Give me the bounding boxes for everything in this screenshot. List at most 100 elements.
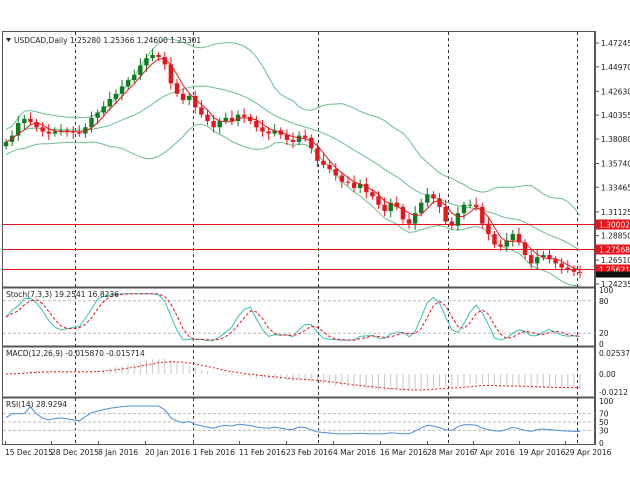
bull-candle	[113, 93, 119, 99]
bear-candle	[199, 107, 204, 115]
bull-candle	[83, 127, 88, 134]
rsi-line	[5, 405, 581, 435]
bull-candle	[455, 213, 461, 226]
price-tick-label: 1.38080	[601, 135, 630, 144]
stoch-axis-label: 80	[599, 297, 609, 306]
price-axis[interactable]: 1.47245 1.44970 1.42630 1.40355 1.38080 1.357…	[595, 31, 630, 445]
ma-line	[5, 58, 581, 271]
price-tick-label: 1.28850	[601, 232, 630, 241]
bear-candle	[162, 57, 167, 65]
price-tick-label: 1.42630	[601, 87, 630, 96]
candles	[3, 48, 583, 279]
bear-candle	[205, 114, 210, 121]
price-tick-label: 1.31125	[601, 208, 630, 217]
bear-candle	[480, 206, 485, 224]
bear-candle	[370, 192, 375, 197]
bull-candle	[58, 130, 64, 132]
price-tick-label: 1.33465	[601, 183, 630, 192]
date-tick-label: 7 Apr 2016	[473, 448, 515, 457]
macd-label: MACD(12,26,9) -0.015870 -0.015714	[6, 349, 145, 358]
bear-candle	[400, 206, 406, 220]
bear-candle	[559, 263, 564, 268]
stoch-axis-label: 0	[599, 340, 604, 349]
bear-candle	[327, 164, 332, 170]
bull-candle	[150, 54, 155, 59]
bull-candle	[425, 194, 430, 203]
chart-title: USDCAD,Daily 1.25280 1.25366 1.24600 1.2…	[14, 36, 201, 45]
bull-candle	[107, 98, 113, 107]
bull-candle	[89, 117, 94, 128]
bear-candle	[443, 206, 448, 222]
date-tick-label: 28 Mar 2016	[427, 448, 475, 457]
bull-candle	[132, 74, 137, 81]
bull-candle	[419, 202, 424, 214]
date-tick-label: 4 Mar 2016	[333, 448, 376, 457]
bear-candle	[211, 120, 216, 128]
bear-candle	[382, 204, 387, 212]
macd-axis-label: 0.00	[599, 370, 616, 379]
date-tick-label: 29 Apr 2016	[565, 448, 612, 457]
rsi-line	[5, 405, 581, 435]
bear-candle	[156, 54, 161, 58]
moving-average	[5, 58, 581, 271]
bear-candle	[571, 269, 577, 272]
bear-candle	[364, 183, 369, 193]
bull-candle	[467, 204, 473, 206]
bull-candle	[217, 120, 222, 128]
date-tick-label: 11 Feb 2016	[239, 448, 286, 457]
bull-candle	[3, 141, 9, 147]
macd-axis-label: 0.025377	[599, 349, 630, 358]
stoch-label: Stoch(7,3,3) 19.2541 16.8236	[6, 290, 119, 299]
date-tick-label: 1 Feb 2016	[193, 448, 235, 457]
bear-candle	[28, 118, 33, 123]
rsi-axis-label: 30	[599, 426, 609, 435]
level-price-tag	[596, 244, 630, 255]
bear-candle	[180, 93, 186, 101]
price-tick-label: 1.35740	[601, 160, 630, 169]
bear-candle	[168, 64, 174, 84]
bull-candle	[296, 135, 302, 142]
macd-histogram	[5, 358, 581, 392]
bear-candle	[473, 204, 479, 207]
bull-candle	[461, 204, 467, 214]
bear-candle	[46, 131, 51, 134]
bear-candle	[577, 271, 583, 273]
macd-axis-label: -0.0212	[599, 388, 628, 397]
bear-candle	[229, 117, 235, 121]
price-tick-label: 1.40355	[601, 111, 630, 120]
stochastic-lines	[5, 293, 581, 342]
horizontal-levels[interactable]	[3, 224, 595, 270]
bull-candle	[144, 58, 149, 66]
bear-candle	[376, 196, 381, 205]
price-tick-label: 1.24235	[601, 280, 630, 289]
bull-candle	[235, 114, 241, 121]
bear-candle	[260, 127, 265, 132]
price-tick-label: 1.47245	[601, 39, 630, 48]
bear-candle	[321, 160, 326, 165]
bear-candle	[339, 175, 345, 182]
rsi-axis-label: 0	[599, 439, 604, 448]
level-price-label: 1.25621	[599, 266, 630, 275]
bear-candle	[492, 234, 497, 245]
bear-candle	[290, 139, 296, 142]
bear-candle	[486, 223, 491, 235]
bear-candle	[284, 134, 290, 140]
date-tick-label: 15 Dec 2015	[5, 448, 53, 457]
level-price-tag	[596, 219, 630, 230]
rsi-axis-label: 100	[599, 397, 614, 406]
triangle-down-icon[interactable]	[6, 38, 11, 42]
date-tick-label: 16 Mar 2016	[380, 448, 428, 457]
bear-candle	[406, 219, 412, 224]
rsi-label: RSI(14) 28.9294	[6, 400, 67, 409]
bull-candle	[535, 257, 540, 264]
level-price-label: 1.27568	[599, 246, 630, 255]
bear-candle	[547, 255, 552, 260]
bull-candle	[22, 118, 27, 124]
bear-candle	[351, 182, 357, 189]
bull-candle	[541, 255, 546, 258]
bull-candle	[138, 65, 143, 75]
bear-candle	[522, 242, 528, 256]
